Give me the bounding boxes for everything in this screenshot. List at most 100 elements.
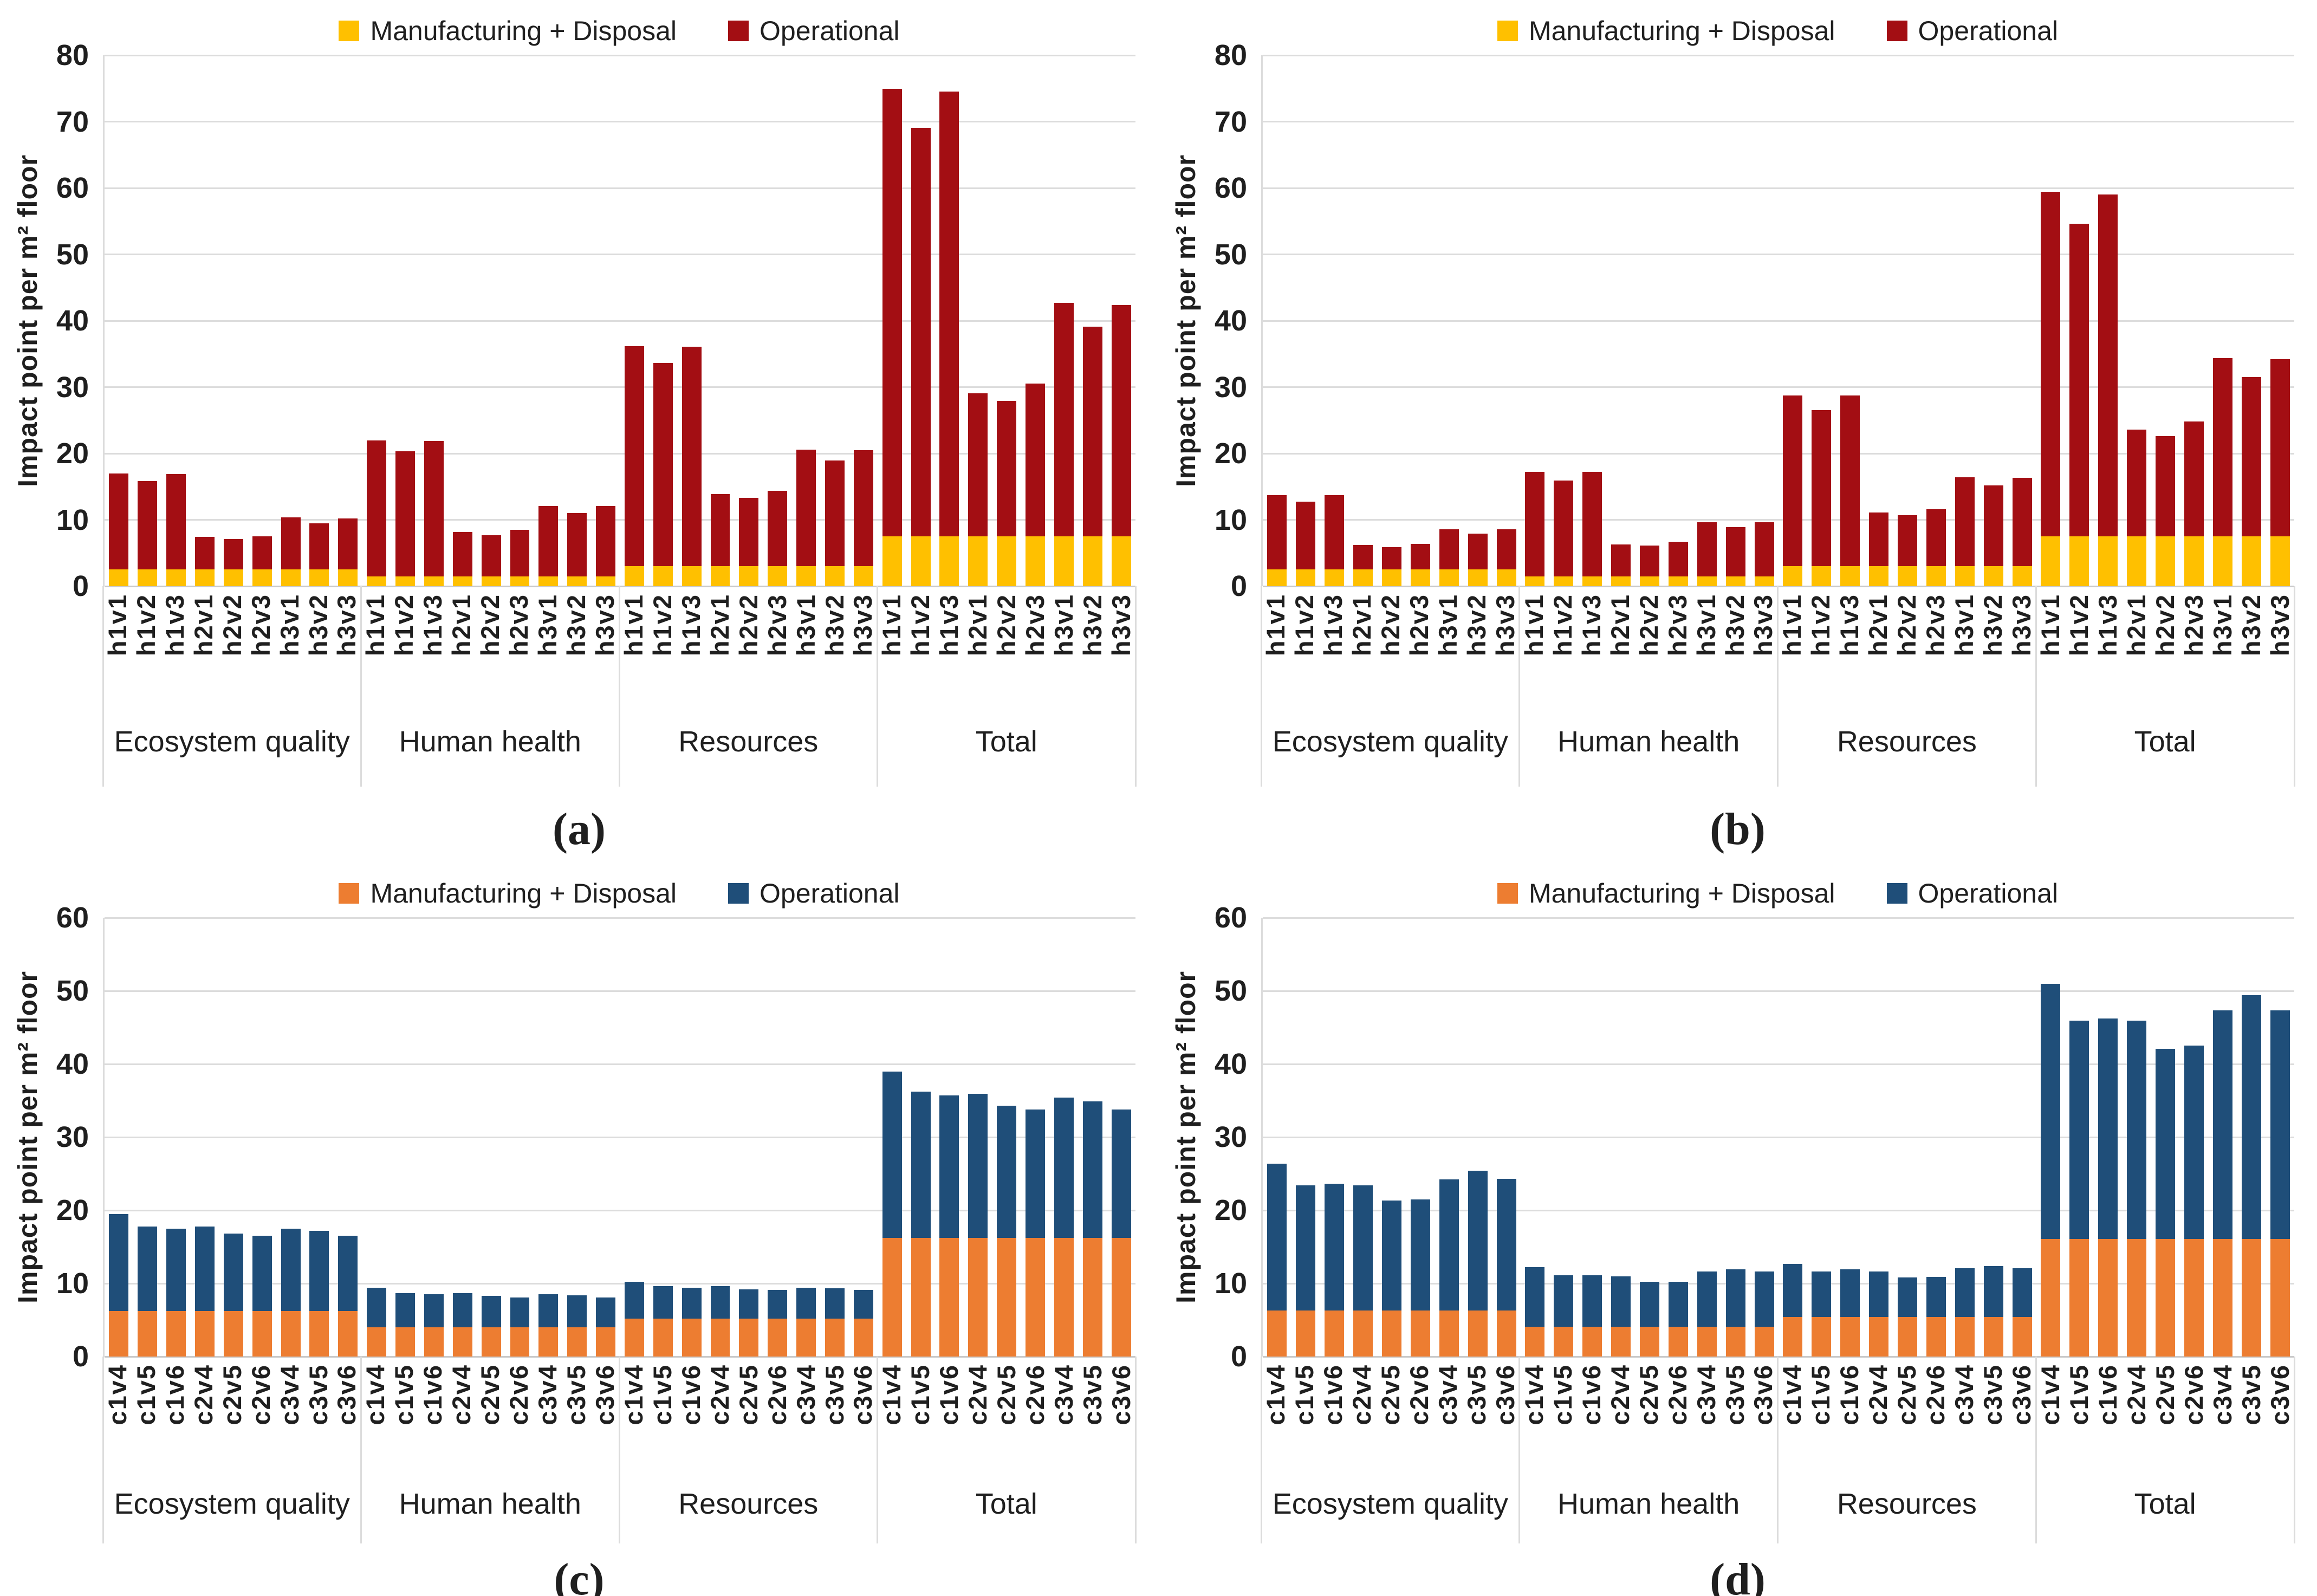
caption-b: (b) [1710,804,1766,854]
plot-main: c1v4 c1v5 c1v6 c2v4 c2v5 c2v6 c3v4 c3v5 c3v6 c1v4… [102,917,1137,1543]
manufacturing-disposal-segment [1554,576,1574,586]
x-tick-label: h2v1 [963,594,992,657]
x-tick: h1v2 [1290,586,1319,716]
axis-band: c1v4 c1v5 c1v6 c2v4 c2v5 c2v6 c3v4 c3v5 c3v6 c1v4… [102,1357,1137,1543]
manufacturing-disposal-segment [1054,536,1074,586]
chart: Impact point per m² floor 0 10 20 30 40 50 60 … [1165,903,2295,1543]
x-tick: h2v3 [1663,586,1692,716]
x-tick: c2v4 [1606,1357,1634,1478]
group-separator [1260,586,1262,787]
x-tick-label: h1v2 [1806,594,1835,657]
operational-segment [2156,436,2175,537]
x-tick: c1v5 [2065,1357,2093,1478]
x-tick: h2v3 [2179,586,2208,716]
group-label-band: Ecosystem quality Human health Resources To… [103,1478,1135,1543]
x-tick: c3v6 [590,1357,619,1478]
y-tick-label: 30 [56,1121,89,1153]
manufacturing-disposal-segment [195,569,215,586]
manufacturing-disposal-segment [567,1327,587,1357]
manufacturing-disposal-segment [395,1327,415,1357]
manufacturing-disposal-segment [1983,1317,2003,1357]
operational-segment [2012,478,2032,567]
x-tick-label: c1v5 [1806,1364,1835,1425]
manufacturing-disposal-segment [1439,569,1459,586]
manufacturing-disposal-segment [1082,1238,1102,1357]
x-tick-label: h2v1 [1347,594,1376,657]
manufacturing-disposal-segment [2212,536,2232,586]
operational-segment [1325,495,1345,570]
x-tick: c2v6 [1405,1357,1433,1478]
operational-segment [1898,1277,1917,1318]
bar-group [1263,918,1521,1357]
manufacturing-disposal-segment [1840,1317,1860,1357]
bar-slot [821,918,849,1357]
manufacturing-disposal-segment [138,569,158,586]
manufacturing-disposal-segment [1668,576,1688,586]
x-tick-label: h1v3 [1318,594,1347,657]
manufacturing-disposal-segment [825,1318,845,1357]
group-label: Resources [678,725,819,758]
bar-slot [448,55,477,586]
caption-d: (d) [1710,1554,1766,1596]
group-label: Resources [678,1488,819,1520]
x-tick: h1v2 [648,586,677,716]
operational-segment [1353,1185,1373,1310]
operational-segment [1410,543,1430,570]
operational-segment [1783,1263,1803,1318]
manufacturing-disposal-segment [1582,1326,1602,1357]
gridline [1263,320,2294,322]
x-tick-label: h2v2 [992,594,1021,657]
x-tick-label: c2v5 [734,1364,763,1425]
manufacturing-disposal-segment [1382,569,1401,586]
manufacturing-disposal-segment [1382,1310,1401,1357]
y-tick-label: 70 [1214,105,1247,138]
x-tick: h3v1 [1950,586,1978,716]
manufacturing-disposal-segment [853,566,873,586]
operational-segment [1054,1098,1074,1238]
x-tick: c3v4 [533,1357,562,1478]
x-tick: c3v4 [275,1357,304,1478]
x-tick-label: h2v2 [1634,594,1663,657]
operational-segment [997,401,1017,537]
gridline [105,1136,1135,1138]
bar-slot [1549,918,1578,1357]
x-tick: h1v2 [906,586,934,716]
x-tick: h1v1 [361,586,390,716]
manufacturing-disposal-segment [1496,569,1516,586]
manufacturing-disposal-segment [624,1318,644,1357]
manufacturing-disposal-segment [1611,1326,1631,1357]
x-tick: h3v2 [1078,586,1107,716]
group-separator [1518,586,1521,787]
x-tick: c2v5 [992,1357,1021,1478]
x-tick-label: c1v4 [361,1364,390,1425]
legend-swatch-icon [1886,21,1907,41]
y-axis-ticks: 0 10 20 30 40 50 60 [1207,903,1261,1371]
x-tick: c2v4 [1864,1357,1892,1478]
manufacturing-disposal-segment [1468,1310,1488,1357]
x-tick-label: c1v4 [877,1364,906,1425]
manufacturing-disposal-segment [1869,1317,1889,1357]
x-tick-label: h1v1 [1261,594,1290,657]
manufacturing-disposal-segment [510,1327,530,1357]
gridline [1263,990,2294,992]
x-tick-label: h3v1 [275,594,304,657]
bar-slot [105,918,133,1357]
bar-slot [419,918,448,1357]
bar-slot [1692,918,1721,1357]
operational-segment [1640,1282,1659,1327]
x-tick: c3v5 [1978,1357,2007,1478]
x-tick-label: c3v4 [1433,1364,1462,1425]
x-tick: h2v3 [763,586,791,716]
gridline [105,54,1135,56]
bar-slot [677,55,706,586]
y-tick-label: 40 [1214,304,1247,337]
bar-slot [1807,55,1836,586]
operational-segment [911,1092,931,1238]
x-tick: c3v5 [562,1357,590,1478]
bar-slot [276,55,305,586]
group-label: Resources [1836,725,1977,758]
legend-label: Manufacturing + Disposal [370,16,677,46]
operational-segment [768,490,788,567]
operational-segment [1267,495,1287,570]
x-tick-label: c1v4 [1261,1364,1290,1425]
